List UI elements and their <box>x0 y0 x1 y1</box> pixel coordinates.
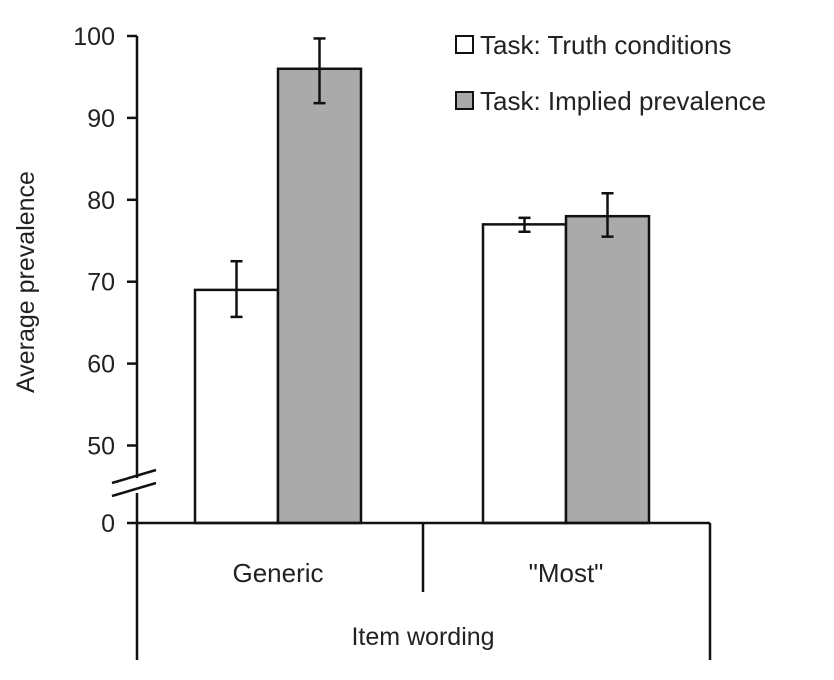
legend: Task: Truth conditions Task: Implied pre… <box>455 30 766 116</box>
legend-label-implied-prevalence: Task: Implied prevalence <box>480 86 766 116</box>
legend-item-implied-prevalence: Task: Implied prevalence <box>455 86 766 116</box>
legend-swatch-truth-conditions <box>455 35 474 54</box>
y-tick-label: 100 <box>73 23 115 51</box>
error-bar <box>518 216 531 233</box>
bar-implied-prevalence-0 <box>276 67 363 525</box>
bar-implied-prevalence-1 <box>564 214 651 525</box>
error-bar <box>601 191 614 238</box>
y-tick-label: 70 <box>87 269 115 297</box>
bar-truth-conditions-0 <box>193 288 280 525</box>
y-tick-label: 0 <box>101 510 115 538</box>
error-bars-layer <box>230 37 614 319</box>
y-tick-label: 50 <box>87 433 115 461</box>
y-axis-title: Average prevalence <box>12 171 40 393</box>
axis-break-line <box>111 468 157 485</box>
error-bar <box>230 259 243 319</box>
category-labels: Generic "Most" <box>232 558 603 588</box>
legend-swatch-implied-prevalence <box>455 91 474 110</box>
category-label: "Most" <box>529 558 604 588</box>
x-axis-title: Item wording <box>351 623 494 651</box>
y-tick-label: 90 <box>87 105 115 133</box>
category-label: Generic <box>232 558 323 588</box>
y-tick-label: 80 <box>87 187 115 215</box>
legend-label-truth-conditions: Task: Truth conditions <box>480 30 731 60</box>
error-bar <box>313 37 326 105</box>
y-axis-ticks: 0 50 60 70 80 90 100 <box>73 23 137 538</box>
bar-truth-conditions-1 <box>481 223 568 525</box>
axis-break-mark <box>111 468 157 498</box>
legend-item-truth-conditions: Task: Truth conditions <box>455 30 731 60</box>
x-axis-dividers <box>421 523 712 660</box>
axis-break-line <box>111 481 157 498</box>
bars-layer <box>193 67 651 525</box>
y-tick-label: 60 <box>87 351 115 379</box>
